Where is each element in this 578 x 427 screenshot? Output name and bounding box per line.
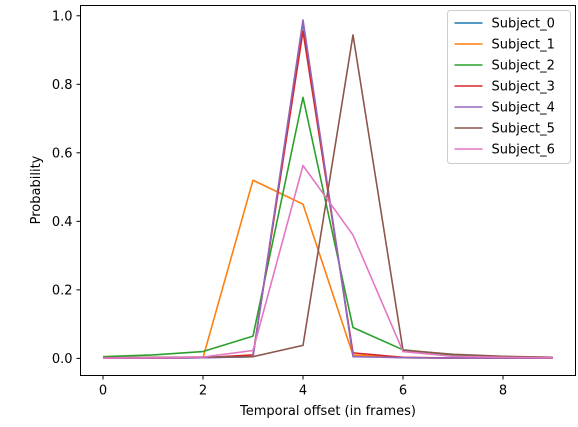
x-axis-title: Temporal offset (in frames) <box>239 404 416 419</box>
y-tick-label: 0.8 <box>52 78 73 93</box>
y-tick-label: 1.0 <box>52 9 73 24</box>
x-tick-label: 8 <box>499 384 507 399</box>
x-axis: 0 2 4 6 8 <box>99 375 507 399</box>
plot-lines <box>102 19 554 359</box>
x-tick-label: 6 <box>399 384 407 399</box>
legend-label-6: Subject_6 <box>492 143 555 158</box>
legend-label-3: Subject_3 <box>492 80 555 95</box>
y-tick-label: 0.6 <box>52 146 73 161</box>
y-tick-label: 0.2 <box>52 283 73 298</box>
y-tick-label: 0.0 <box>52 352 73 367</box>
x-tick-label: 4 <box>299 384 307 399</box>
x-tick-label: 2 <box>199 384 207 399</box>
x-tick-label: 0 <box>99 384 107 399</box>
legend: Subject_0 Subject_1 Subject_2 Subject_3 Subj… <box>447 10 571 164</box>
legend-label-2: Subject_2 <box>492 59 555 74</box>
series-line-1 <box>103 179 553 359</box>
plot-frame <box>80 5 576 376</box>
legend-label-1: Subject_1 <box>492 38 555 53</box>
y-axis: 0.0 0.2 0.4 0.6 0.8 1.0 <box>52 9 81 367</box>
legend-label-5: Subject_5 <box>492 122 555 137</box>
series-line-6 <box>102 164 554 359</box>
legend-box <box>447 10 571 164</box>
y-tick-label: 0.4 <box>52 215 73 230</box>
legend-label-4: Subject_4 <box>492 101 555 116</box>
legend-label-0: Subject_0 <box>492 17 555 32</box>
y-axis-title: Probability <box>29 155 44 224</box>
